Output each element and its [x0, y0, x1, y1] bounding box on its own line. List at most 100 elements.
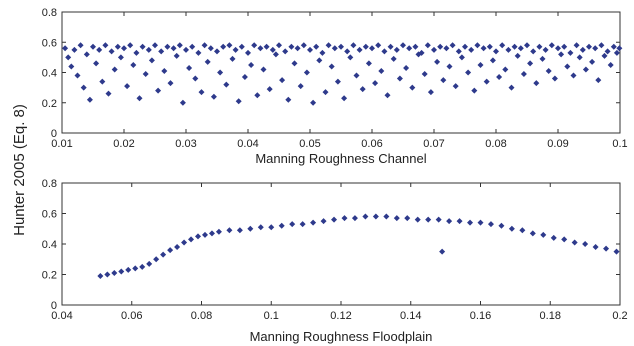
data-point	[307, 46, 313, 53]
data-point	[462, 43, 468, 50]
data-point	[536, 43, 543, 50]
x-tick-label: 0.1	[264, 310, 279, 322]
data-point	[241, 74, 248, 81]
data-point	[486, 43, 493, 50]
data-point	[266, 86, 273, 93]
data-point	[424, 42, 431, 49]
data-point	[132, 265, 139, 272]
data-point	[387, 43, 394, 50]
data-point	[446, 218, 453, 225]
data-point	[571, 239, 578, 246]
data-point	[146, 260, 153, 267]
data-point	[480, 45, 487, 52]
data-point	[508, 225, 515, 232]
data-point	[434, 58, 441, 65]
data-point	[548, 42, 555, 49]
data-point	[533, 80, 540, 87]
data-point	[214, 48, 220, 55]
data-point	[443, 45, 450, 52]
data-point	[236, 227, 243, 234]
data-point	[555, 45, 561, 52]
data-point	[603, 245, 610, 252]
data-point	[145, 46, 152, 53]
data-point	[181, 239, 188, 246]
data-point	[272, 51, 279, 58]
data-point	[350, 42, 357, 49]
data-point	[139, 43, 146, 50]
data-point	[153, 256, 160, 263]
data-point	[558, 51, 565, 58]
data-point	[186, 64, 193, 71]
data-point	[468, 46, 475, 53]
data-point	[604, 48, 611, 55]
data-point	[393, 46, 400, 53]
data-point	[173, 52, 180, 59]
data-point	[414, 216, 421, 223]
x-tick-label: 0.01	[51, 138, 72, 150]
data-point	[344, 48, 351, 55]
data-point	[121, 45, 127, 52]
data-point	[353, 72, 360, 79]
data-point	[527, 60, 534, 67]
data-point	[235, 98, 242, 105]
data-point	[294, 45, 301, 52]
data-point	[65, 54, 72, 61]
data-point	[393, 215, 400, 222]
data-point	[545, 67, 552, 74]
data-point	[435, 216, 442, 223]
data-point	[232, 46, 239, 53]
data-point	[198, 89, 205, 96]
data-point	[93, 60, 100, 67]
data-point	[297, 83, 304, 90]
data-point	[539, 55, 546, 62]
data-point	[579, 46, 586, 53]
data-point	[467, 219, 474, 226]
x-tick-label: 0.12	[330, 310, 351, 322]
data-point	[613, 49, 620, 56]
data-point	[316, 57, 323, 64]
data-point	[192, 75, 199, 82]
data-point	[189, 43, 196, 50]
data-point	[71, 46, 78, 53]
data-point	[465, 69, 472, 76]
x-tick-label: 0.04	[51, 310, 72, 322]
data-point	[254, 92, 261, 99]
data-point	[279, 77, 286, 84]
data-point	[313, 43, 320, 50]
x-tick-label: 0.18	[540, 310, 561, 322]
data-point	[613, 248, 620, 255]
data-point	[452, 83, 459, 90]
data-point	[582, 66, 589, 73]
data-point	[102, 42, 109, 49]
data-point	[505, 46, 512, 53]
x-tick-label: 0.06	[361, 138, 382, 150]
data-point	[108, 48, 115, 55]
data-point	[471, 87, 478, 94]
data-point	[496, 74, 503, 81]
data-point	[540, 231, 547, 238]
data-point	[524, 42, 530, 49]
y-tick-label: 0.6	[42, 37, 57, 49]
data-point	[83, 51, 90, 58]
data-point	[499, 42, 506, 49]
data-point	[446, 63, 453, 70]
data-point	[331, 45, 338, 52]
data-point	[263, 43, 270, 50]
data-point	[530, 48, 537, 55]
data-point	[127, 42, 134, 49]
data-point	[477, 219, 484, 226]
data-point	[111, 269, 118, 276]
x-tick-label: 0.02	[113, 138, 134, 150]
data-point	[582, 241, 589, 247]
data-point	[440, 77, 447, 84]
data-point	[201, 231, 208, 238]
data-point	[431, 46, 437, 53]
data-point	[278, 222, 285, 229]
data-point	[404, 215, 411, 222]
data-point	[592, 45, 599, 52]
y-tick-label: 0.4	[42, 68, 57, 80]
data-point	[310, 99, 317, 106]
data-point	[570, 72, 577, 79]
data-point	[114, 43, 121, 50]
